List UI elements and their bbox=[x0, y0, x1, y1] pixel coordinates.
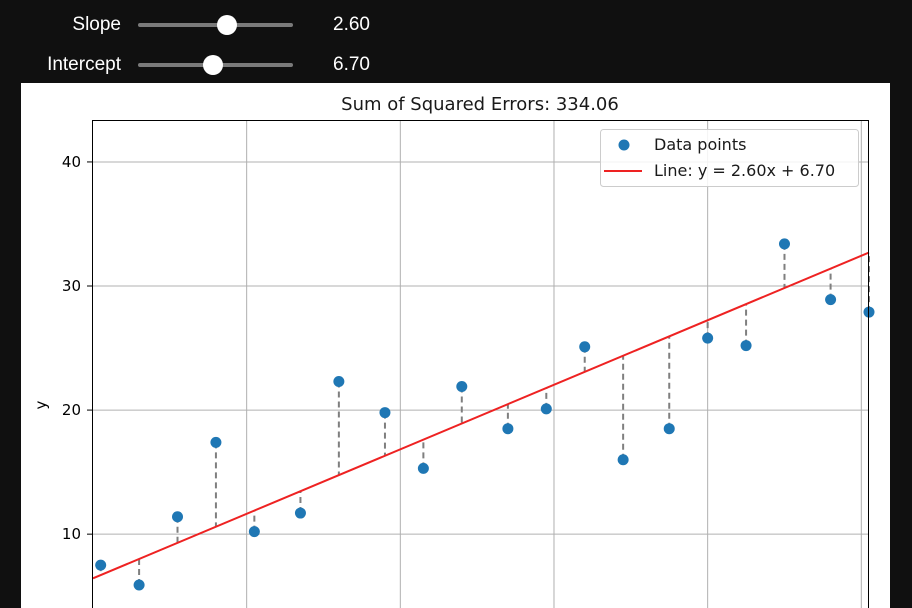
intercept-value: 6.70 bbox=[333, 54, 370, 75]
data-point bbox=[825, 294, 837, 306]
data-point bbox=[248, 526, 260, 538]
slope-slider-track[interactable] bbox=[138, 23, 293, 27]
legend-box bbox=[600, 129, 859, 187]
slope-slider[interactable] bbox=[138, 5, 293, 45]
scatter-chart: Sum of Squared Errors: 334.06 y 10 20 30 40… bbox=[32, 94, 875, 608]
data-point bbox=[663, 423, 675, 435]
axes-frame bbox=[92, 120, 869, 608]
data-point bbox=[210, 436, 222, 448]
y-tick-label-40: 40 bbox=[62, 153, 81, 171]
intercept-label: Intercept bbox=[47, 54, 121, 75]
legend-label-data-points: Data points bbox=[654, 135, 746, 154]
intercept-control: Intercept 6.70 bbox=[0, 45, 912, 85]
data-point bbox=[579, 341, 591, 353]
data-point bbox=[456, 381, 468, 393]
data-point bbox=[502, 423, 514, 435]
legend-label-line: Line: y = 2.60x + 6.70 bbox=[654, 161, 835, 180]
y-tick-label-30: 30 bbox=[62, 277, 81, 295]
data-point bbox=[778, 238, 790, 250]
slope-control: Slope 2.60 bbox=[0, 5, 912, 45]
legend-marker-data-points bbox=[618, 139, 630, 151]
data-point bbox=[740, 340, 752, 352]
data-point bbox=[702, 332, 714, 344]
legend: Data points Line: y = 2.60x + 6.70 bbox=[600, 129, 859, 187]
slope-slider-thumb[interactable] bbox=[217, 15, 238, 35]
slope-value: 2.60 bbox=[333, 14, 370, 35]
data-point bbox=[617, 454, 629, 466]
slope-label: Slope bbox=[72, 14, 121, 35]
data-point bbox=[294, 507, 306, 519]
chart-title: Sum of Squared Errors: 334.06 bbox=[341, 94, 619, 115]
y-tick-label-10: 10 bbox=[62, 525, 81, 543]
regression-line bbox=[92, 251, 870, 580]
data-point bbox=[95, 559, 107, 571]
data-point bbox=[133, 579, 145, 591]
data-point bbox=[417, 462, 429, 474]
intercept-slider[interactable] bbox=[138, 45, 293, 85]
plot-panel: Sum of Squared Errors: 334.06 y 10 20 30 40… bbox=[21, 83, 890, 608]
data-point bbox=[172, 511, 184, 523]
y-tick-label-20: 20 bbox=[62, 401, 81, 419]
y-axis-label: y bbox=[32, 400, 50, 409]
data-point bbox=[540, 403, 552, 415]
data-point bbox=[379, 407, 391, 419]
data-point bbox=[333, 376, 345, 388]
intercept-slider-thumb[interactable] bbox=[202, 55, 223, 75]
